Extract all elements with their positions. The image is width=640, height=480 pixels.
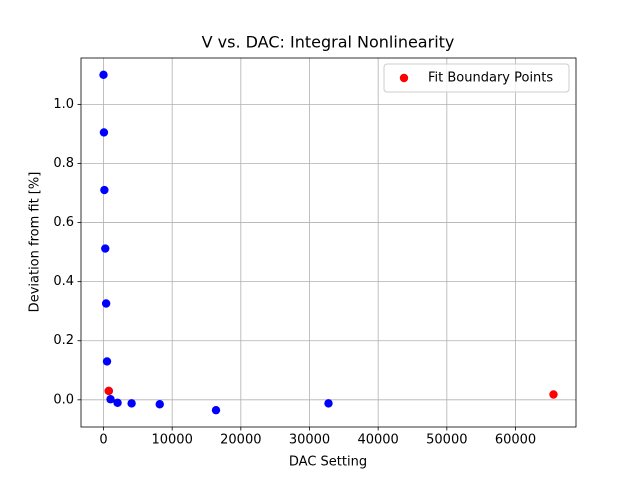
point <box>100 185 109 195</box>
point <box>113 398 122 407</box>
point <box>211 405 221 415</box>
y-tick-label: 0.8 <box>53 156 74 171</box>
point <box>106 395 115 404</box>
y-tick-label: 0.6 <box>53 215 74 230</box>
legend-box <box>383 63 570 93</box>
x-tick-label: 50000 <box>426 433 467 448</box>
y-tick-label: 0.4 <box>53 274 74 289</box>
chart-title: V vs. DAC: Integral Nonlinearity <box>202 33 455 52</box>
y-tick-label: 1.0 <box>53 97 74 112</box>
legend-marker <box>399 73 409 83</box>
x-tick-label: 20000 <box>220 433 261 448</box>
point <box>99 128 109 137</box>
point <box>324 399 333 408</box>
point <box>101 244 110 253</box>
plot-frame <box>80 57 577 428</box>
x-tick-label: 10000 <box>151 433 192 448</box>
x-axis-label: DAC Setting <box>289 455 367 470</box>
point <box>127 399 136 408</box>
point <box>101 299 111 308</box>
x-tick-label: 30000 <box>289 433 330 448</box>
y-tick-label: 0.0 <box>53 392 74 407</box>
x-tick-label: 60000 <box>495 433 536 448</box>
x-tick-label: 40000 <box>357 433 398 448</box>
point <box>155 400 164 409</box>
point <box>104 386 113 396</box>
point <box>102 357 112 366</box>
point <box>99 70 108 80</box>
y-axis-label: Deviation from fit [%] <box>28 172 43 313</box>
y-tick-label: 0.2 <box>53 333 74 348</box>
x-tick-label: 0 <box>99 433 107 448</box>
legend-label: Fit Boundary Points <box>428 71 553 86</box>
point <box>549 390 558 399</box>
